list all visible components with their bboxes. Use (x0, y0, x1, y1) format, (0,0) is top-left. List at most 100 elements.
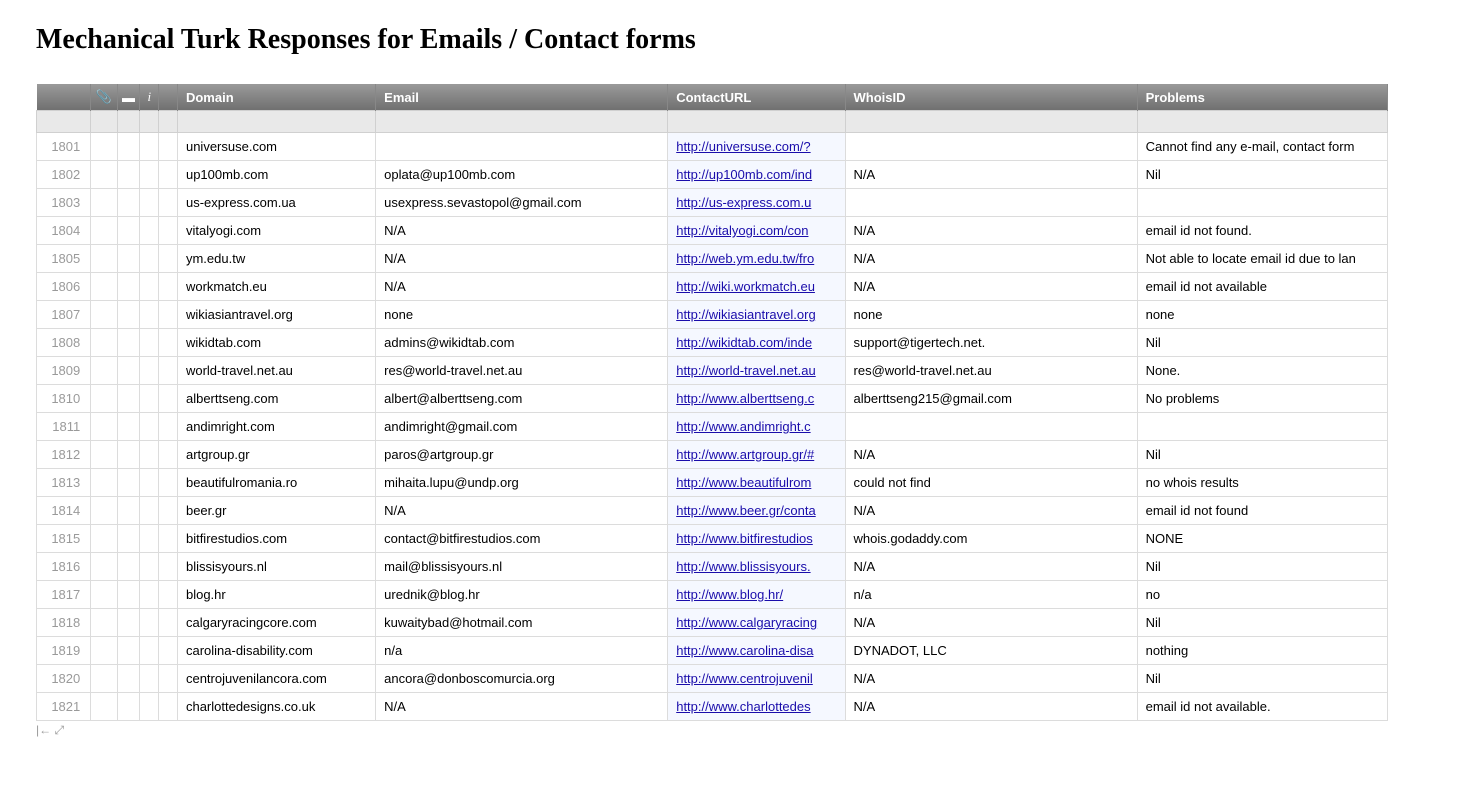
cell-whois[interactable] (845, 413, 1137, 441)
cell-contact-url[interactable]: http://www.centrojuvenil (668, 665, 845, 693)
cell-whois[interactable]: res@world-travel.net.au (845, 357, 1137, 385)
cell-problems[interactable]: no whois results (1137, 469, 1387, 497)
cell-whois[interactable]: N/A (845, 609, 1137, 637)
cell-problems[interactable]: email id not available. (1137, 693, 1387, 721)
contact-link[interactable]: http://wiki.workmatch.eu (676, 279, 815, 294)
cell-domain[interactable]: us-express.com.ua (177, 189, 375, 217)
cell-domain[interactable]: blog.hr (177, 581, 375, 609)
cell-domain[interactable]: vitalyogi.com (177, 217, 375, 245)
cell-email[interactable]: N/A (376, 273, 668, 301)
row-number[interactable]: 1817 (37, 581, 91, 609)
table-row[interactable]: 1813beautifulromania.romihaita.lupu@undp… (37, 469, 1388, 497)
table-row[interactable]: 1805 ym.edu.tw N/Ahttp://web.ym.edu.tw/fro… (37, 245, 1388, 273)
collapse-icon[interactable]: |← (36, 723, 51, 737)
cell-whois[interactable]: N/A (845, 245, 1137, 273)
cell-email[interactable]: mihaita.lupu@undp.org (376, 469, 668, 497)
cell-domain[interactable]: ym.edu.tw (177, 245, 375, 273)
cell-email[interactable]: paros@artgroup.gr (376, 441, 668, 469)
cell-email[interactable]: urednik@blog.hr (376, 581, 668, 609)
cell-domain[interactable]: calgaryracingcore.com (177, 609, 375, 637)
row-number[interactable]: 1818 (37, 609, 91, 637)
footer-controls[interactable]: |← ⤢ (36, 723, 1424, 738)
cell-contact-url[interactable]: http://world-travel.net.au (668, 357, 845, 385)
cell-problems[interactable]: Nil (1137, 161, 1387, 189)
contact-link[interactable]: http://up100mb.com/ind (676, 167, 812, 182)
cell-email[interactable]: albert@alberttseng.com (376, 385, 668, 413)
cell-whois[interactable]: n/a (845, 581, 1137, 609)
cell-contact-url[interactable]: http://www.carolina-disa (668, 637, 845, 665)
cell-whois[interactable] (845, 189, 1137, 217)
row-number[interactable]: 1821 (37, 693, 91, 721)
contact-link[interactable]: http://us-express.com.u (676, 195, 811, 210)
table-row[interactable]: 1814beer.grN/Ahttp://www.beer.gr/contaN/… (37, 497, 1388, 525)
cell-problems[interactable] (1137, 189, 1387, 217)
cell-domain[interactable]: beer.gr (177, 497, 375, 525)
cell-problems[interactable]: no (1137, 581, 1387, 609)
cell-problems[interactable]: None. (1137, 357, 1387, 385)
cell-contact-url[interactable]: http://www.blog.hr/ (668, 581, 845, 609)
row-number[interactable]: 1812 (37, 441, 91, 469)
contact-link[interactable]: http://www.bitfirestudios (676, 531, 813, 546)
row-number[interactable]: 1805 (37, 245, 91, 273)
cell-email[interactable]: ancora@donboscomurcia.org (376, 665, 668, 693)
cell-domain[interactable]: up100mb.com (177, 161, 375, 189)
contact-link[interactable]: http://www.beautifulrom (676, 475, 811, 490)
cell-whois[interactable]: alberttseng215@gmail.com (845, 385, 1137, 413)
contact-link[interactable]: http://world-travel.net.au (676, 363, 815, 378)
cell-email[interactable]: contact@bitfirestudios.com (376, 525, 668, 553)
cell-domain[interactable]: workmatch.eu (177, 273, 375, 301)
contact-link[interactable]: http://www.centrojuvenil (676, 671, 813, 686)
row-number[interactable]: 1807 (37, 301, 91, 329)
cell-email[interactable]: admins@wikidtab.com (376, 329, 668, 357)
cell-domain[interactable]: beautifulromania.ro (177, 469, 375, 497)
row-number[interactable]: 1804 (37, 217, 91, 245)
col-header-whois[interactable]: WhoisID (845, 84, 1137, 111)
cell-contact-url[interactable]: http://us-express.com.u (668, 189, 845, 217)
contact-link[interactable]: http://www.carolina-disa (676, 643, 813, 658)
table-row[interactable]: 1817 blog.hrurednik@blog.hrhttp://www.blo… (37, 581, 1388, 609)
cell-contact-url[interactable]: http://www.charlottedes (668, 693, 845, 721)
cell-contact-url[interactable]: http://www.bitfirestudios (668, 525, 845, 553)
table-row[interactable]: 1821charlottedesigns.co.ukN/Ahttp://www.… (37, 693, 1388, 721)
cell-domain[interactable]: alberttseng.com (177, 385, 375, 413)
cell-contact-url[interactable]: http://www.blissisyours. (668, 553, 845, 581)
cell-problems[interactable]: nothing (1137, 637, 1387, 665)
cell-whois[interactable]: N/A (845, 693, 1137, 721)
table-row[interactable]: 1807 wikiasiantravel.org none http://wikias… (37, 301, 1388, 329)
table-row[interactable]: 1808wikidtab.comadmins@wikidtab.comhttp:… (37, 329, 1388, 357)
cell-email[interactable]: kuwaitybad@hotmail.com (376, 609, 668, 637)
row-number[interactable]: 1815 (37, 525, 91, 553)
cell-whois[interactable]: N/A (845, 441, 1137, 469)
contact-link[interactable]: http://www.calgaryracing (676, 615, 817, 630)
cell-email[interactable] (376, 133, 668, 161)
cell-problems[interactable] (1137, 413, 1387, 441)
cell-contact-url[interactable]: http://www.alberttseng.c (668, 385, 845, 413)
table-row[interactable]: 1810alberttseng.comalbert@alberttseng.co… (37, 385, 1388, 413)
cell-contact-url[interactable]: http://up100mb.com/ind (668, 161, 845, 189)
cell-email[interactable]: andimright@gmail.com (376, 413, 668, 441)
cell-domain[interactable]: universuse.com (177, 133, 375, 161)
cell-email[interactable]: N/A (376, 217, 668, 245)
col-header-contact[interactable]: ContactURL (668, 84, 845, 111)
cell-whois[interactable]: N/A (845, 553, 1137, 581)
cell-problems[interactable]: email id not found. (1137, 217, 1387, 245)
cell-problems[interactable]: Nil (1137, 609, 1387, 637)
cell-contact-url[interactable]: http://vitalyogi.com/con (668, 217, 845, 245)
cell-problems[interactable]: Nil (1137, 553, 1387, 581)
cell-contact-url[interactable]: http://www.artgroup.gr/# (668, 441, 845, 469)
cell-domain[interactable]: artgroup.gr (177, 441, 375, 469)
table-row[interactable]: 1803us-express.com.uausexpress.sevastopo… (37, 189, 1388, 217)
cell-domain[interactable]: world-travel.net.au (177, 357, 375, 385)
cell-domain[interactable]: wikiasiantravel.org (177, 301, 375, 329)
cell-whois[interactable]: N/A (845, 273, 1137, 301)
cell-contact-url[interactable]: http://web.ym.edu.tw/fro (668, 245, 845, 273)
table-row[interactable]: 1806workmatch.euN/Ahttp://wiki.workmatch… (37, 273, 1388, 301)
row-number[interactable]: 1820 (37, 665, 91, 693)
cell-problems[interactable]: none (1137, 301, 1387, 329)
cell-email[interactable]: n/a (376, 637, 668, 665)
cell-contact-url[interactable]: http://wikiasiantravel.org (668, 301, 845, 329)
row-number[interactable]: 1814 (37, 497, 91, 525)
attachment-icon[interactable]: 📎 (91, 84, 117, 111)
row-number[interactable]: 1816 (37, 553, 91, 581)
cell-contact-url[interactable]: http://www.beautifulrom (668, 469, 845, 497)
